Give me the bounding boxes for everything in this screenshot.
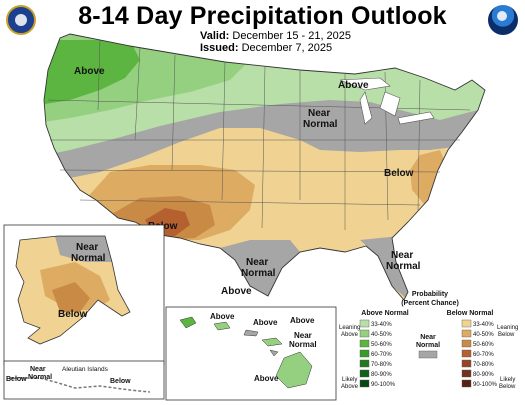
legend-above-bin-swatch [359, 359, 370, 368]
label-hi-above-oahu: Above [253, 318, 278, 327]
label-hi-above-kauai: Above [210, 312, 235, 321]
legend-above-bin-label: 90-100% [371, 382, 396, 388]
label-ak-near-normal-1: Near [76, 242, 98, 253]
legend-above-bin-swatch [359, 339, 370, 348]
legend-below-bin-swatch [461, 359, 472, 368]
legend-below-bin-swatch [461, 319, 472, 328]
conus-outline [43, 33, 486, 301]
doc-seal-icon [6, 5, 36, 35]
legend-below-bins: 33-40% 40-50% 50-60% 60-70% 70-80% 80-90% 90-1… [461, 319, 498, 388]
legend-below-bin-swatch [461, 329, 472, 338]
legend-below-bin-label: 70-80% [473, 362, 494, 368]
hawaii-islands [179, 316, 313, 389]
legend-leaning-above-2: Above [341, 332, 359, 338]
legend-above-bin-swatch [359, 319, 370, 328]
legend-above-bin-label: 70-80% [371, 362, 392, 368]
legend-above-bin-label: 40-50% [371, 332, 392, 338]
valid-row: Valid: December 15 - 21, 2025 [200, 30, 351, 42]
label-hi-near-normal-2: Normal [289, 340, 317, 349]
map-title: 8-14 Day Precipitation Outlook [78, 2, 447, 30]
legend-above-header: Above Normal [361, 310, 409, 317]
legend-below-bin-swatch [461, 379, 472, 388]
legend-below-bin-label: 33-40% [473, 322, 494, 328]
legend-above-bins: 33-40% 40-50% 50-60% 60-70% 70-80% 80-90% 90-1… [359, 319, 396, 388]
label-aleutian-near-2: Normal [28, 374, 52, 381]
label-aleutian-below-left: Below [6, 376, 27, 383]
legend-below-bin-swatch [461, 339, 472, 348]
legend-likely-above-2: Above [341, 384, 359, 390]
alaska-outline [15, 235, 131, 345]
legend-near-swatch [418, 350, 438, 359]
label-hi-near-normal-1: Near [294, 331, 312, 340]
label-above-great-lakes: Above [338, 80, 369, 91]
legend-near-header-1: Near [420, 334, 436, 341]
great-lakes [339, 77, 435, 125]
legend: Probability (Percent Chance) Above Norma… [339, 291, 518, 390]
state-lines [47, 39, 471, 230]
label-aleutian-title: Aleutian Islands [62, 366, 109, 373]
issued-label: Issued: [200, 42, 239, 54]
legend-below-bin-swatch [461, 369, 472, 378]
legend-above-bin-label: 50-60% [371, 342, 392, 348]
legend-leaning-above-1: Leaning [339, 325, 360, 331]
legend-below-bin-label: 50-60% [473, 342, 494, 348]
aleutian-inset [3, 360, 165, 400]
legend-near-header-2: Normal [416, 342, 440, 349]
legend-leaning-below-1: Leaning [497, 325, 518, 331]
label-above-texas: Above [221, 286, 252, 297]
label-aleutian-near-1: Near [30, 366, 46, 373]
legend-likely-above-1: Likely [342, 377, 357, 383]
legend-above-bin-label: 80-90% [371, 372, 392, 378]
aleutian-islands-shape [10, 377, 151, 393]
legend-below-bin-label: 90-100% [473, 382, 498, 388]
legend-leaning-below-2: Below [498, 332, 515, 338]
label-near-normal-texas-1: Near [246, 257, 268, 268]
label-hi-above-big-island: Above [254, 374, 279, 383]
legend-below-bin-label: 60-70% [473, 352, 494, 358]
label-hi-above-maui: Above [290, 316, 315, 325]
label-near-normal-midwest-1: Near [308, 108, 330, 119]
legend-likely-below-1: Likely [500, 377, 515, 383]
label-below-southeast: Below [384, 168, 414, 179]
label-near-normal-midwest-2: Normal [303, 119, 338, 130]
legend-above-bin-swatch [359, 329, 370, 338]
legend-title-1: Probability [412, 291, 448, 298]
issued-value: December 7, 2025 [241, 42, 333, 54]
issued-row: Issued: December 7, 2025 [200, 42, 332, 54]
legend-below-bin-label: 40-50% [473, 332, 494, 338]
label-near-normal-texas-2: Normal [241, 268, 276, 279]
label-ak-near-normal-2: Normal [71, 253, 106, 264]
legend-likely-below-2: Below [499, 384, 516, 390]
legend-below-bin-swatch [461, 349, 472, 358]
noaa-logo-icon [488, 5, 518, 35]
legend-below-header: Below Normal [447, 310, 494, 317]
label-above-northwest: Above [74, 66, 105, 77]
valid-value: December 15 - 21, 2025 [232, 30, 352, 42]
legend-above-bin-label: 60-70% [371, 352, 392, 358]
legend-above-bin-swatch [359, 349, 370, 358]
legend-above-bin-label: 33-40% [371, 322, 392, 328]
legend-title-2: (Percent Chance) [401, 300, 459, 307]
legend-above-bin-swatch [359, 379, 370, 388]
valid-label: Valid: [200, 30, 230, 42]
label-ak-below: Below [58, 309, 88, 320]
label-aleutian-below-right: Below [110, 378, 131, 385]
legend-below-bin-label: 80-90% [473, 372, 494, 378]
legend-above-bin-swatch [359, 369, 370, 378]
label-near-normal-florida-2: Normal [386, 261, 421, 272]
label-near-normal-florida-1: Near [391, 250, 413, 261]
